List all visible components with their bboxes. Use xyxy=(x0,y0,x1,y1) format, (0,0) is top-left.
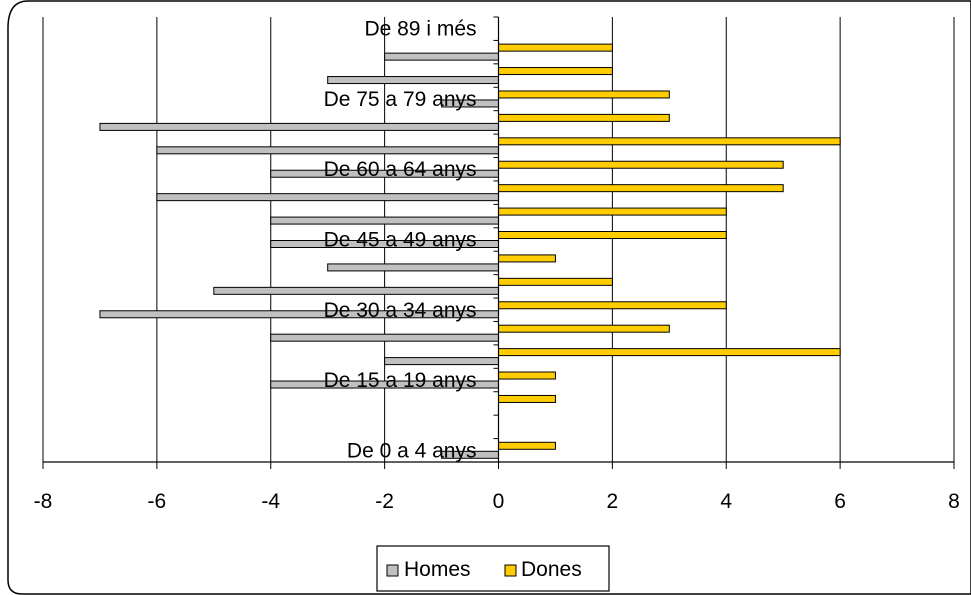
legend-swatch-dones xyxy=(504,564,517,577)
bar-homes xyxy=(327,263,499,272)
bar-dones xyxy=(498,67,613,76)
legend-box xyxy=(376,545,610,592)
bar-dones xyxy=(498,441,556,450)
category-label: De 89 i més xyxy=(364,18,476,41)
bar-dones xyxy=(498,301,727,310)
x-tick-label: -2 xyxy=(375,490,394,513)
category-label: De 15 a 19 anys xyxy=(324,369,477,392)
bar-dones xyxy=(498,231,727,239)
bar-dones xyxy=(498,160,784,169)
bar-homes xyxy=(327,76,499,85)
bar-homes xyxy=(156,146,499,155)
x-tick-label: 4 xyxy=(720,490,732,513)
x-tick-label: 2 xyxy=(607,490,619,513)
bar-dones xyxy=(498,90,670,99)
bar-homes xyxy=(213,286,499,295)
x-tick-labels: -8 -6 -4 -2 0 2 4 6 8 xyxy=(34,490,960,513)
bar-dones xyxy=(498,207,727,216)
x-tick-label: 8 xyxy=(948,490,960,513)
legend: Homes Dones xyxy=(376,545,610,592)
bar-dones xyxy=(498,113,670,122)
bar-homes xyxy=(384,52,499,61)
legend-label-dones: Dones xyxy=(521,558,582,581)
x-tick-label: 0 xyxy=(493,490,505,513)
x-tick-label: -8 xyxy=(34,490,53,513)
bar-dones xyxy=(498,43,613,52)
bar-homes xyxy=(156,193,499,202)
category-labels: De 0 a 4 anys De 15 a 19 anys De 30 a 34 a… xyxy=(324,18,477,463)
bar-dones xyxy=(498,324,670,333)
x-tick-label: 6 xyxy=(834,490,846,513)
bar-dones xyxy=(498,371,556,380)
category-label: De 60 a 64 anys xyxy=(324,158,477,181)
x-tick-label: -4 xyxy=(261,490,280,513)
bars xyxy=(99,43,841,459)
axes xyxy=(42,16,955,469)
bar-homes xyxy=(99,122,499,131)
bar-dones xyxy=(498,184,784,193)
category-label: De 45 a 49 anys xyxy=(324,229,477,252)
bar-dones xyxy=(498,137,841,146)
bar-homes xyxy=(270,216,499,225)
bar-homes xyxy=(384,357,499,366)
bar-dones xyxy=(498,254,556,263)
legend-label-homes: Homes xyxy=(404,558,471,581)
category-label: De 30 a 34 anys xyxy=(324,299,477,322)
legend-swatch-homes xyxy=(386,564,399,577)
bar-dones xyxy=(498,348,841,357)
category-label: De 0 a 4 anys xyxy=(347,439,477,462)
bar-dones xyxy=(498,277,613,286)
x-tick-label: -6 xyxy=(148,490,167,513)
bar-dones xyxy=(498,394,556,403)
bar-homes xyxy=(270,333,499,342)
category-label: De 75 a 79 anys xyxy=(324,88,477,111)
